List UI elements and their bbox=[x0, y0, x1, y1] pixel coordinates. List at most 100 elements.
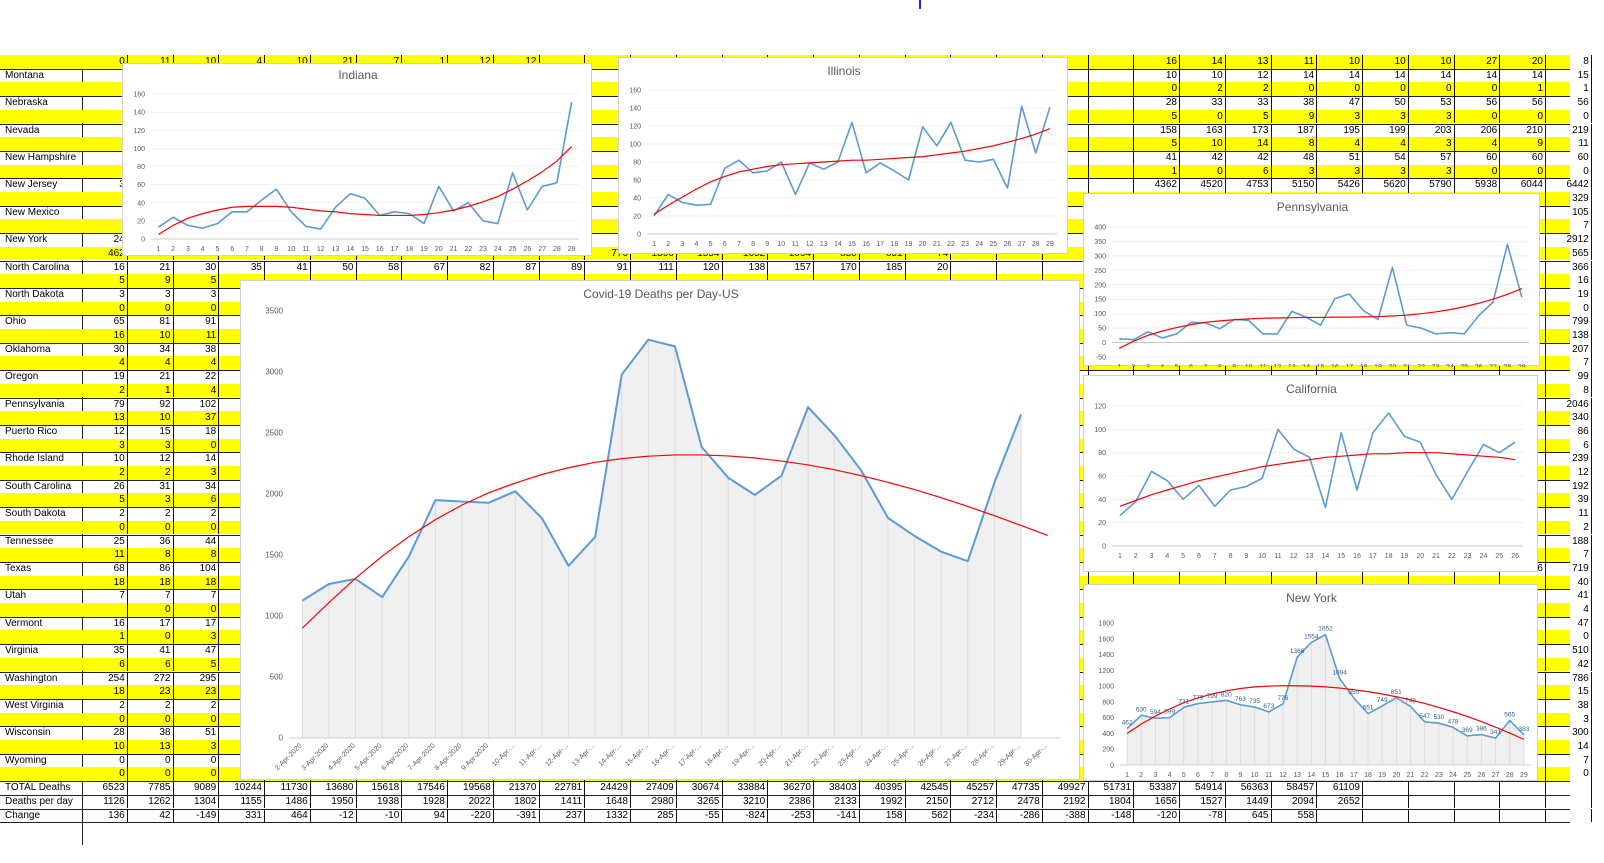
sheet-cell[interactable]: 7 bbox=[1546, 753, 1592, 768]
sheet-cell[interactable] bbox=[1500, 219, 1546, 234]
sheet-cell[interactable]: 3 bbox=[1409, 109, 1455, 124]
sheet-cell[interactable]: 11 bbox=[1546, 137, 1592, 151]
sheet-cell[interactable]: 6 bbox=[82, 657, 128, 672]
sheet-cell[interactable]: 1656 bbox=[1134, 794, 1180, 809]
sheet-cell[interactable]: 10 bbox=[82, 740, 128, 754]
sheet-cell[interactable]: 51 bbox=[1317, 150, 1363, 165]
sheet-cell[interactable]: 7 bbox=[357, 55, 403, 69]
sheet-cell[interactable] bbox=[1043, 123, 1089, 138]
sheet-cell[interactable]: 1 bbox=[402, 55, 448, 69]
sheet-cell[interactable]: 13 bbox=[1226, 55, 1272, 69]
sheet-cell[interactable] bbox=[1134, 575, 1180, 590]
sheet-cell[interactable]: 30 bbox=[82, 342, 128, 357]
sheet-cell[interactable]: 5 bbox=[1226, 109, 1272, 124]
sheet-cell[interactable] bbox=[1500, 479, 1546, 494]
sheet-cell[interactable]: 16 bbox=[82, 616, 128, 631]
sheet-cell[interactable]: 2712 bbox=[951, 794, 997, 809]
sheet-cell[interactable]: 1 bbox=[1546, 82, 1592, 97]
sheet-cell[interactable]: 4 bbox=[1317, 137, 1363, 151]
sheet-cell[interactable]: 1648 bbox=[585, 794, 631, 809]
sheet-cell[interactable]: 47 bbox=[1317, 96, 1363, 110]
sheet-cell[interactable]: 21 bbox=[311, 55, 357, 69]
sheet-cell[interactable]: 1449 bbox=[1226, 794, 1272, 809]
sheet-cell[interactable]: 26 bbox=[82, 479, 128, 494]
sheet-cell[interactable] bbox=[1043, 150, 1089, 165]
sheet-cell[interactable]: 2 bbox=[82, 698, 128, 713]
sheet-cell[interactable]: 0 bbox=[128, 630, 174, 645]
sheet-cell[interactable]: 21370 bbox=[494, 781, 540, 795]
sheet-cell[interactable]: 18 bbox=[128, 575, 174, 590]
sheet-cell[interactable] bbox=[1226, 575, 1272, 590]
sheet-cell[interactable]: 21 bbox=[128, 370, 174, 384]
sheet-cell[interactable]: 7 bbox=[174, 589, 220, 603]
sheet-cell[interactable]: 18 bbox=[82, 685, 128, 699]
sheet-cell[interactable]: 0 bbox=[1363, 82, 1409, 97]
sheet-cell[interactable] bbox=[82, 123, 128, 138]
sheet-cell[interactable]: -253 bbox=[768, 808, 814, 823]
sheet-cell[interactable] bbox=[1409, 794, 1455, 809]
sheet-cell[interactable]: 44 bbox=[174, 534, 220, 549]
sheet-cell[interactable]: 138 bbox=[1546, 329, 1592, 343]
sheet-cell[interactable] bbox=[1500, 534, 1546, 549]
sheet-cell[interactable]: 4 bbox=[1363, 137, 1409, 151]
sheet-cell[interactable] bbox=[1500, 452, 1546, 466]
sheet-cell[interactable]: 4 bbox=[128, 356, 174, 371]
sheet-cell[interactable] bbox=[82, 219, 128, 234]
sheet-cell[interactable] bbox=[1272, 575, 1318, 590]
sheet-cell[interactable]: 0 bbox=[174, 520, 220, 535]
sheet-cell[interactable]: 14 bbox=[1363, 68, 1409, 83]
sheet-cell[interactable]: 10 bbox=[128, 329, 174, 343]
sheet-cell[interactable]: 645 bbox=[1226, 808, 1272, 823]
sheet-cell[interactable]: 158 bbox=[1134, 123, 1180, 138]
sheet-cell[interactable]: 1 bbox=[1134, 164, 1180, 179]
sheet-cell[interactable] bbox=[1500, 260, 1546, 275]
sheet-cell[interactable]: 24 bbox=[82, 233, 128, 247]
sheet-cell[interactable] bbox=[1500, 616, 1546, 631]
sheet-cell[interactable]: 7785 bbox=[128, 781, 174, 795]
sheet-cell[interactable]: 2 bbox=[1546, 520, 1592, 535]
sheet-cell[interactable]: 0 bbox=[174, 767, 220, 782]
sheet-cell[interactable]: 0 bbox=[82, 753, 128, 768]
sheet-cell[interactable]: 4 bbox=[219, 55, 265, 69]
sheet-cell[interactable]: 5426 bbox=[1317, 178, 1363, 192]
sheet-cell[interactable]: 210 bbox=[1500, 123, 1546, 138]
sheet-cell[interactable] bbox=[951, 260, 997, 275]
sheet-cell[interactable]: 3 bbox=[82, 438, 128, 453]
sheet-cell[interactable] bbox=[1500, 342, 1546, 357]
sheet-cell[interactable]: 10 bbox=[1363, 55, 1409, 69]
sheet-cell[interactable] bbox=[1500, 438, 1546, 453]
sheet-cell[interactable] bbox=[1500, 753, 1546, 768]
sheet-cell[interactable]: 2094 bbox=[1272, 794, 1318, 809]
sheet-cell[interactable]: 22781 bbox=[540, 781, 586, 795]
sheet-cell[interactable]: 4753 bbox=[1226, 178, 1272, 192]
sheet-cell[interactable]: -12 bbox=[311, 808, 357, 823]
sheet-cell[interactable]: 10 bbox=[82, 452, 128, 466]
sheet-cell[interactable]: 10 bbox=[1409, 55, 1455, 69]
sheet-cell[interactable]: 50 bbox=[311, 260, 357, 275]
sheet-cell[interactable]: 2912 bbox=[1546, 233, 1592, 247]
sheet-cell[interactable] bbox=[82, 82, 128, 97]
sheet-cell[interactable]: 0 bbox=[128, 712, 174, 727]
sheet-cell[interactable]: 4520 bbox=[1180, 178, 1226, 192]
sheet-cell[interactable]: 1332 bbox=[585, 808, 631, 823]
sheet-cell[interactable]: 53387 bbox=[1134, 781, 1180, 795]
sheet-cell[interactable]: 136 bbox=[82, 808, 128, 823]
sheet-cell[interactable] bbox=[1500, 287, 1546, 302]
sheet-cell[interactable]: 47735 bbox=[997, 781, 1043, 795]
sheet-cell[interactable]: 15 bbox=[1546, 685, 1592, 699]
sheet-cell[interactable]: 60 bbox=[1455, 150, 1501, 165]
sheet-cell[interactable]: 81 bbox=[128, 315, 174, 329]
sheet-cell[interactable]: 60 bbox=[1546, 150, 1592, 165]
sheet-cell[interactable]: 6 bbox=[1546, 438, 1592, 453]
sheet-cell[interactable]: 5 bbox=[82, 274, 128, 288]
sheet-cell[interactable]: -120 bbox=[1134, 808, 1180, 823]
sheet-cell[interactable] bbox=[997, 260, 1043, 275]
sheet-cell[interactable]: 3 bbox=[174, 740, 220, 754]
sheet-cell[interactable]: 3 bbox=[174, 287, 220, 302]
sheet-cell[interactable]: 6 bbox=[174, 493, 220, 508]
sheet-cell[interactable] bbox=[1500, 781, 1546, 795]
sheet-cell[interactable]: 0 bbox=[1317, 82, 1363, 97]
sheet-cell[interactable]: 0 bbox=[1546, 630, 1592, 645]
sheet-cell[interactable]: 41 bbox=[128, 644, 174, 658]
sheet-cell[interactable]: 7 bbox=[1546, 548, 1592, 562]
